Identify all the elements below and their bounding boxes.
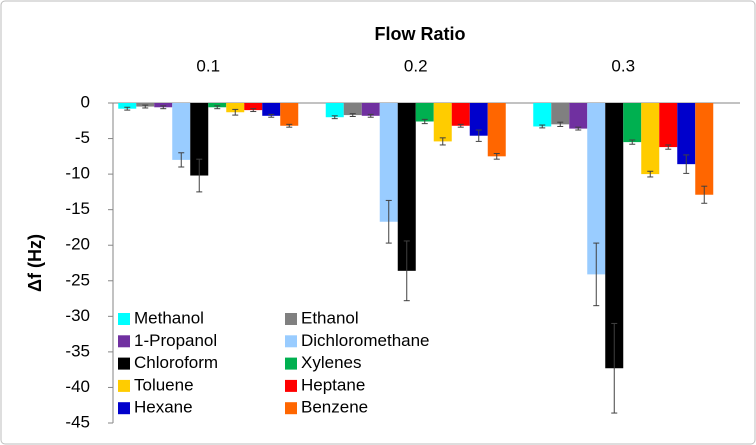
legend-label: Benzene — [301, 398, 368, 417]
error-bar — [160, 105, 167, 110]
legend-swatch — [118, 379, 130, 392]
bar — [641, 103, 660, 175]
error-bar — [421, 118, 428, 125]
legend-swatch — [118, 313, 130, 325]
bar — [172, 103, 191, 160]
y-tick-label: -30 — [65, 306, 90, 325]
error-bar — [439, 137, 446, 146]
bar — [244, 103, 263, 111]
bar — [343, 103, 362, 116]
bar — [551, 103, 570, 125]
y-tick-label: -35 — [65, 341, 90, 360]
bar — [379, 103, 398, 222]
error-bar — [575, 126, 582, 131]
legend-swatch — [285, 357, 297, 370]
error-bar — [124, 106, 131, 111]
bar — [154, 103, 173, 108]
bar — [118, 103, 137, 109]
legend-swatch — [118, 335, 130, 348]
y-tick-label: -5 — [75, 128, 90, 147]
legend-label: 1-Propanol — [134, 331, 217, 350]
bar — [361, 103, 380, 116]
bar — [605, 103, 624, 369]
bar — [190, 103, 209, 176]
legend-label: Chloroform — [134, 353, 218, 372]
x-tick-label: 0.3 — [611, 56, 635, 75]
y-tick-label: -20 — [65, 235, 90, 254]
y-axis-title: Δf (Hz) — [25, 234, 45, 292]
error-bar — [539, 124, 546, 129]
bar — [397, 103, 416, 271]
error-bar — [611, 322, 618, 414]
error-bar — [475, 129, 482, 142]
error-bar — [665, 144, 672, 150]
legend-label: Dichloromethane — [301, 331, 430, 350]
bar — [451, 103, 470, 126]
y-tick-label: -45 — [65, 412, 90, 431]
error-bar — [557, 121, 564, 127]
bar — [533, 103, 552, 127]
legend-label: Heptane — [301, 375, 365, 394]
error-bar — [629, 139, 636, 145]
bar — [569, 103, 588, 129]
legend-swatch — [118, 402, 130, 415]
bar — [262, 103, 281, 116]
error-bar — [214, 105, 221, 110]
y-tick-label: -15 — [65, 199, 90, 218]
legend-swatch — [285, 313, 297, 325]
error-bar — [493, 152, 500, 160]
error-bar — [232, 108, 239, 116]
legend-swatch — [285, 402, 297, 415]
bar — [587, 103, 606, 275]
bar — [659, 103, 678, 148]
bar — [280, 103, 299, 126]
x-tick-label: 0.1 — [196, 56, 220, 75]
error-bar — [701, 185, 708, 204]
error-bar — [250, 108, 257, 113]
legend-label: Ethanol — [301, 308, 359, 327]
bar — [677, 103, 696, 165]
error-bar — [331, 115, 338, 120]
legend-swatch — [285, 335, 297, 348]
bar — [226, 103, 245, 113]
error-bar — [367, 113, 374, 118]
error-bar — [593, 242, 600, 307]
legend-label: Methanol — [134, 308, 204, 327]
x-tick-label: 0.2 — [404, 56, 428, 75]
x-axis-title: Flow Ratio — [375, 24, 466, 44]
bar — [695, 103, 714, 195]
legend-label: Toluene — [134, 375, 194, 394]
error-bar — [142, 104, 149, 109]
error-bar — [178, 152, 185, 168]
legend-swatch — [118, 357, 130, 370]
bar — [325, 103, 344, 118]
legend-label: Hexane — [134, 398, 193, 417]
y-tick-label: 0 — [81, 92, 90, 111]
bar — [433, 103, 452, 142]
legend-label: Xylenes — [301, 353, 361, 372]
error-bar — [647, 170, 654, 178]
error-bar — [385, 199, 392, 244]
error-bar — [349, 113, 356, 118]
bar — [469, 103, 488, 136]
y-tick-label: -40 — [65, 377, 90, 396]
y-tick-label: -25 — [65, 270, 90, 289]
error-bar — [457, 123, 464, 128]
error-bar — [286, 123, 293, 128]
y-tick-label: -10 — [65, 164, 90, 183]
error-bar — [403, 240, 410, 302]
legend-swatch — [285, 379, 297, 392]
error-bar — [196, 158, 203, 193]
bar — [415, 103, 434, 122]
bar — [487, 103, 506, 157]
error-bar — [683, 154, 690, 174]
bar — [208, 103, 227, 108]
bar — [623, 103, 642, 143]
error-bar — [268, 113, 275, 118]
